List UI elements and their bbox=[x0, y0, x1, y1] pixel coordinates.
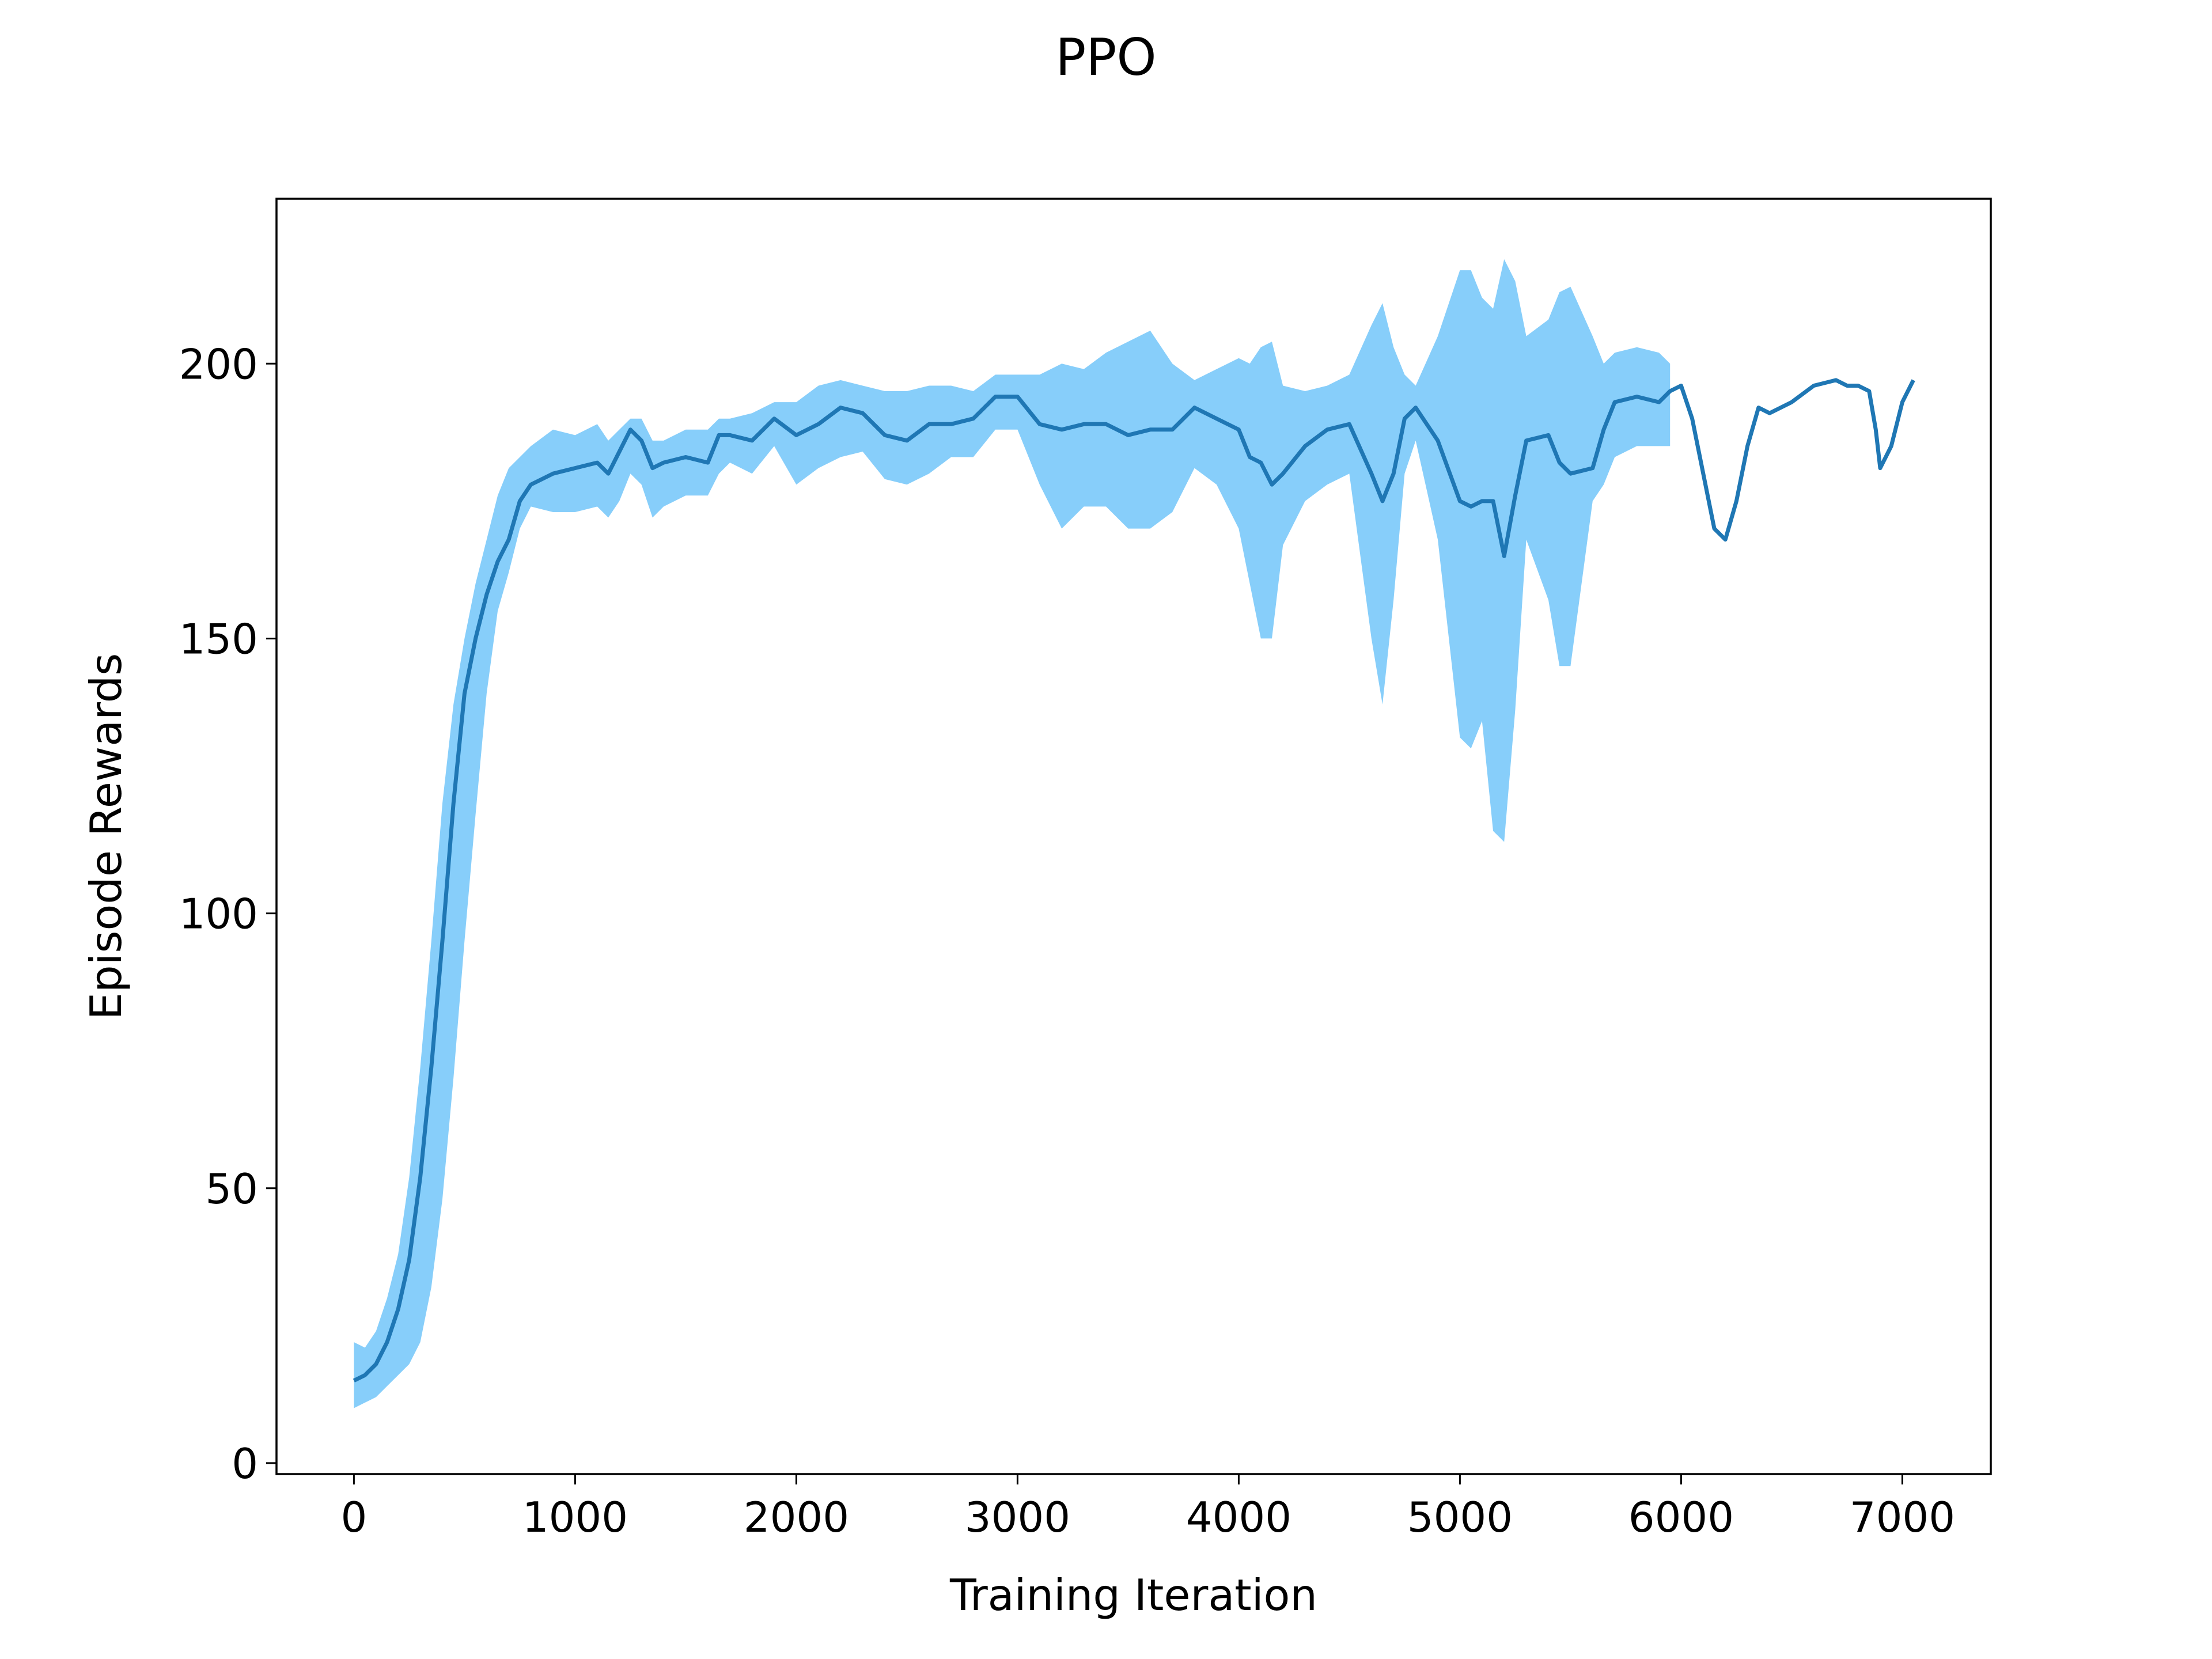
confidence-band bbox=[354, 259, 1671, 1408]
x-axis: 0 1000 2000 3000 4000 5000 6000 7000 bbox=[340, 1474, 1955, 1541]
y-axis-label: Episode Rewards bbox=[81, 653, 131, 1020]
y-tick-label: 100 bbox=[179, 890, 258, 938]
x-tick-label: 7000 bbox=[1850, 1493, 1955, 1541]
axes-frame bbox=[275, 198, 1992, 1475]
x-tick-label: 6000 bbox=[1628, 1493, 1734, 1541]
y-tick-label: 150 bbox=[179, 615, 258, 663]
x-tick-label: 4000 bbox=[1186, 1493, 1291, 1541]
y-axis: 0 50 100 150 200 bbox=[179, 340, 276, 1488]
y-tick-label: 200 bbox=[179, 340, 258, 388]
y-tick-label: 50 bbox=[205, 1165, 258, 1213]
x-tick-label: 1000 bbox=[522, 1493, 628, 1541]
y-tick-label: 0 bbox=[232, 1440, 258, 1488]
x-tick-label: 3000 bbox=[965, 1493, 1070, 1541]
x-axis-label: Training Iteration bbox=[949, 1570, 1317, 1620]
x-tick-label: 0 bbox=[340, 1493, 367, 1541]
x-tick-label: 2000 bbox=[744, 1493, 849, 1541]
plot-area bbox=[353, 259, 1915, 1408]
x-tick-label: 5000 bbox=[1407, 1493, 1513, 1541]
mean-reward-line bbox=[353, 378, 1915, 1382]
chart-title: PPO bbox=[1055, 28, 1156, 87]
